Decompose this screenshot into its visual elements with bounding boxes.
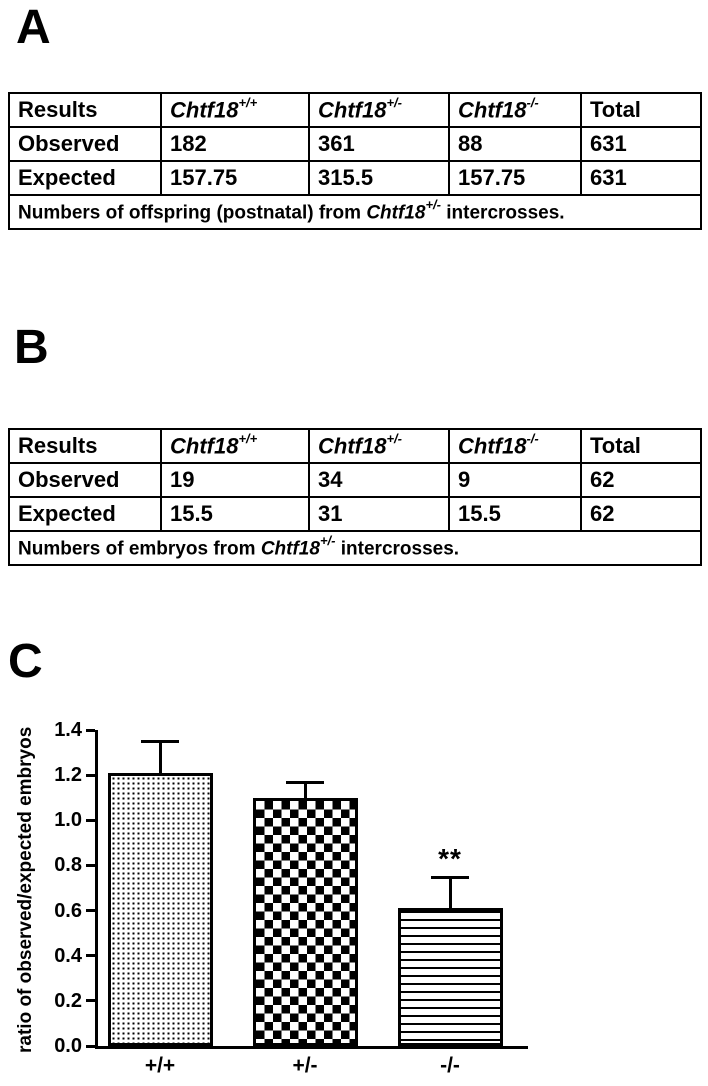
y-axis-tick <box>86 863 95 867</box>
observed-het: 361 <box>308 126 450 162</box>
header-total: Total <box>580 92 702 128</box>
y-axis-tick <box>86 999 95 1003</box>
expected-ko: 15.5 <box>448 496 582 532</box>
error-bar-cap <box>286 780 324 784</box>
table-row: Expected 15.5 31 15.5 62 <box>8 496 702 532</box>
y-axis-tick-label: 0.8 <box>54 854 82 877</box>
y-axis-tick <box>86 773 95 777</box>
header-results: Results <box>8 92 162 128</box>
x-axis-category-label: +/- <box>292 1054 318 1077</box>
observed-total: 62 <box>580 462 702 498</box>
table-caption: Numbers of offspring (postnatal) from Ch… <box>8 194 702 230</box>
row-label: Expected <box>8 160 162 196</box>
table-caption: Numbers of embryos from Chtf18+/- interc… <box>8 530 702 566</box>
bar-+/- <box>252 797 358 1046</box>
error-bar-cap <box>431 875 469 879</box>
row-label: Observed <box>8 462 162 498</box>
y-axis-tick <box>86 909 95 913</box>
table-header-row: Results Chtf18+/+ Chtf18+/- Chtf18-/- To… <box>8 428 702 464</box>
observed-wt: 19 <box>160 462 310 498</box>
expected-wt: 157.75 <box>160 160 310 196</box>
table-row: Observed 19 34 9 62 <box>8 462 702 498</box>
expected-total: 62 <box>580 496 702 532</box>
y-axis-tick-label: 0.0 <box>54 1035 82 1057</box>
panel-a-table: Results Chtf18+/+ Chtf18+/- Chtf18-/- To… <box>8 92 702 230</box>
header-genotype-ko: Chtf18-/- <box>448 92 582 128</box>
y-axis-tick-label: 1.0 <box>54 809 82 832</box>
y-axis-tick-label: 1.2 <box>54 764 82 787</box>
y-axis-tick-label: 0.6 <box>54 899 82 922</box>
error-bar-cap <box>141 740 179 744</box>
table-caption-row: Numbers of embryos from Chtf18+/- interc… <box>8 530 702 566</box>
header-genotype-wt: Chtf18+/+ <box>160 92 310 128</box>
y-axis-tick-label: 0.2 <box>54 989 82 1012</box>
y-axis-tick <box>86 728 95 732</box>
significance-marker: ** <box>438 842 462 874</box>
panel-c-label: C <box>8 635 43 688</box>
plot-area: 0.0 0.2 0.4 0.6 0.8 1.0 1.2 1.4 +/+ +/- -/- ** <box>54 720 528 1077</box>
y-axis-tick-label: 1.4 <box>54 719 82 741</box>
bar--/- <box>397 908 503 1046</box>
expected-ko: 157.75 <box>448 160 582 196</box>
expected-het: 31 <box>308 496 450 532</box>
row-label: Observed <box>8 126 162 162</box>
y-axis-tick <box>86 818 95 822</box>
expected-het: 315.5 <box>308 160 450 196</box>
expected-wt: 15.5 <box>160 496 310 532</box>
observed-total: 631 <box>580 126 702 162</box>
header-genotype-het: Chtf18+/- <box>308 428 450 464</box>
expected-total: 631 <box>580 160 702 196</box>
observed-wt: 182 <box>160 126 310 162</box>
x-axis-category-label: -/- <box>440 1054 460 1077</box>
header-results: Results <box>8 428 162 464</box>
y-axis-tick <box>86 1044 95 1048</box>
table-caption-row: Numbers of offspring (postnatal) from Ch… <box>8 194 702 230</box>
panel-b-table: Results Chtf18+/+ Chtf18+/- Chtf18-/- To… <box>8 428 702 566</box>
panel-b-label: B <box>14 321 49 374</box>
header-genotype-ko: Chtf18-/- <box>448 428 582 464</box>
embryo-ratio-bar-chart: ratio of observed/expected embryos 0.0 0.… <box>0 690 708 1086</box>
header-total: Total <box>580 428 702 464</box>
observed-ko: 88 <box>448 126 582 162</box>
header-genotype-het: Chtf18+/- <box>308 92 450 128</box>
error-bar-line <box>448 876 452 909</box>
y-axis-tick <box>86 954 95 958</box>
error-bar-line <box>303 781 307 798</box>
header-genotype-wt: Chtf18+/+ <box>160 428 310 464</box>
table-header-row: Results Chtf18+/+ Chtf18+/- Chtf18-/- To… <box>8 92 702 128</box>
table-row: Observed 182 361 88 631 <box>8 126 702 162</box>
y-axis-title: ratio of observed/expected embryos <box>15 726 36 1054</box>
observed-ko: 9 <box>448 462 582 498</box>
panel-a-label: A <box>16 1 51 54</box>
y-axis-tick-label: 0.4 <box>54 944 82 967</box>
observed-het: 34 <box>308 462 450 498</box>
error-bar-line <box>158 741 162 773</box>
bar-+/+ <box>107 772 213 1046</box>
row-label: Expected <box>8 496 162 532</box>
table-row: Expected 157.75 315.5 157.75 631 <box>8 160 702 196</box>
x-axis-category-label: +/+ <box>144 1054 176 1077</box>
